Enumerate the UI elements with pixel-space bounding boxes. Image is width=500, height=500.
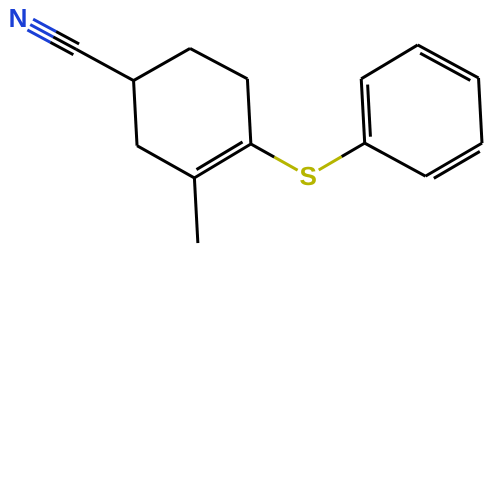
molecule-diagram: NS bbox=[0, 0, 500, 500]
atom-label-s: S bbox=[300, 161, 317, 191]
atom-label-n: N bbox=[9, 3, 28, 33]
